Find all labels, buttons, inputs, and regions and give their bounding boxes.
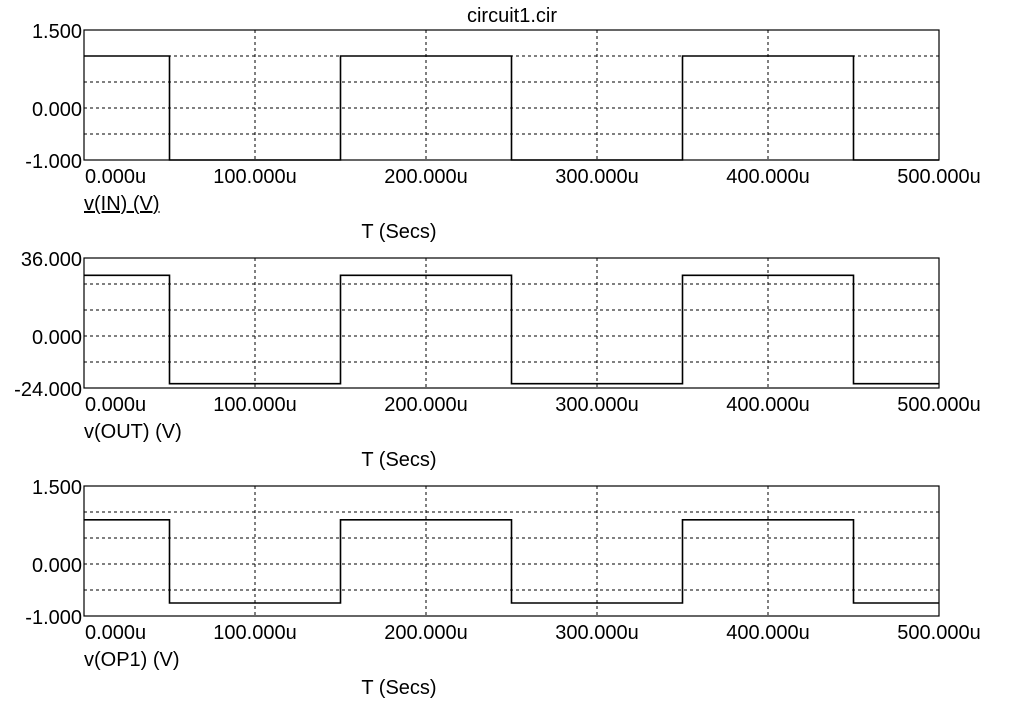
y-tick-label: -1.000 — [25, 151, 82, 173]
x-tick-label: 0.000u — [85, 394, 146, 416]
y-tick-label: 1.500 — [32, 477, 82, 499]
x-axis-label: T (Secs) — [361, 221, 436, 243]
x-tick-label: 0.000u — [85, 166, 146, 188]
x-tick-label: 300.000u — [555, 166, 638, 188]
y-tick-label: -24.000 — [14, 379, 82, 401]
x-tick-label: 100.000u — [213, 166, 296, 188]
y-tick-label: 0.000 — [32, 327, 82, 349]
x-tick-label: 400.000u — [726, 622, 809, 644]
trace-label: v(OP1) (V) — [84, 649, 180, 671]
y-tick-label: -1.000 — [25, 607, 82, 629]
y-tick-label: 36.000 — [21, 249, 82, 271]
x-tick-label: 200.000u — [384, 394, 467, 416]
waveform-trace — [84, 518, 939, 604]
waveform-trace — [84, 274, 939, 385]
x-tick-label: 200.000u — [384, 166, 467, 188]
x-tick-label: 500.000u — [897, 166, 980, 188]
x-tick-label: 400.000u — [726, 394, 809, 416]
x-tick-label: 300.000u — [555, 394, 638, 416]
x-tick-label: 0.000u — [85, 622, 146, 644]
x-tick-label: 500.000u — [897, 622, 980, 644]
y-tick-label: 0.000 — [32, 99, 82, 121]
x-tick-label: 200.000u — [384, 622, 467, 644]
y-tick-label: 1.500 — [32, 21, 82, 43]
chart-title: circuit1.cir — [467, 5, 557, 27]
y-tick-label: 0.000 — [32, 555, 82, 577]
x-tick-label: 300.000u — [555, 622, 638, 644]
x-tick-label: 400.000u — [726, 166, 809, 188]
x-tick-label: 500.000u — [897, 394, 980, 416]
trace-label: v(OUT) (V) — [84, 421, 182, 443]
x-axis-label: T (Secs) — [361, 449, 436, 471]
plot-frame — [83, 257, 940, 389]
plot-frame — [83, 485, 940, 617]
trace-label: v(IN) (V) — [84, 193, 160, 215]
x-tick-label: 100.000u — [213, 622, 296, 644]
x-axis-label: T (Secs) — [361, 677, 436, 699]
waveform-trace — [84, 55, 939, 161]
x-tick-label: 100.000u — [213, 394, 296, 416]
